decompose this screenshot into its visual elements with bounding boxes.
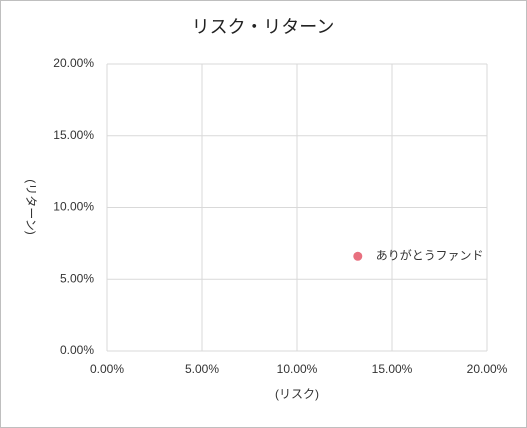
y-tick-label: 20.00%: [53, 56, 94, 70]
y-axis-label: (リターン): [24, 179, 38, 234]
x-axis-label: (リスク): [275, 387, 319, 401]
y-tick-label: 0.00%: [60, 343, 94, 357]
y-tick-label: 5.00%: [60, 271, 94, 285]
x-tick-label: 10.00%: [277, 362, 318, 376]
y-tick-label: 10.00%: [53, 200, 94, 214]
x-tick-label: 20.00%: [467, 362, 508, 376]
y-tick-label: 15.00%: [53, 128, 94, 142]
point-label: ありがとうファンド: [376, 247, 484, 262]
x-tick-label: 0.00%: [90, 362, 124, 376]
x-tick-label: 5.00%: [185, 362, 219, 376]
scatter-point: [353, 251, 363, 261]
x-tick-label: 15.00%: [372, 362, 413, 376]
chart-title: リスク・リターン: [192, 17, 335, 37]
